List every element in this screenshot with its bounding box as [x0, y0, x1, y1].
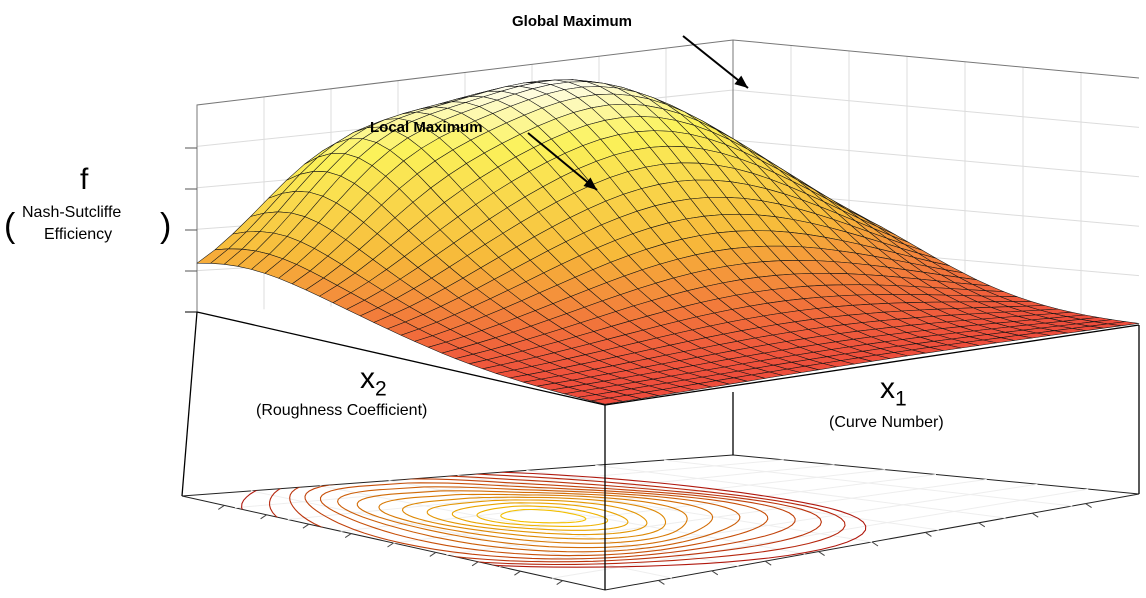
- x1-axis-tick: [658, 579, 665, 585]
- annotation-arrows: [527, 35, 749, 191]
- floor-gridline: [393, 474, 937, 544]
- contour-line: [337, 486, 741, 553]
- x1-axis-tick: [764, 560, 772, 566]
- contour-line: [378, 493, 688, 544]
- x1-axis-tick: [818, 551, 825, 557]
- x1-axis-symbol: x1: [880, 372, 907, 411]
- x1-axis-tick: [1031, 512, 1039, 518]
- x2-axis-name: (Roughness Coefficient): [256, 402, 428, 419]
- x2-axis-tick: [218, 504, 225, 510]
- floor-gridline: [552, 488, 1089, 579]
- f-axis-name-line1: Nash-Sutcliffe: [22, 204, 122, 221]
- contour-line: [426, 499, 648, 536]
- x2-axis-tick: [344, 533, 352, 539]
- floor-gridline: [595, 464, 1006, 519]
- contour-line: [500, 508, 587, 524]
- front-frame: [181, 311, 1140, 590]
- x2-axis-tick: [302, 523, 310, 529]
- x2-axis-tick: [260, 514, 267, 520]
- x2-axis-tick: [387, 542, 394, 548]
- floor-gridline: [499, 483, 1038, 567]
- contour-line: [289, 474, 822, 563]
- surface-mesh: [196, 79, 1140, 405]
- floor-plane: [181, 454, 1140, 591]
- contour-line: [319, 482, 769, 557]
- x1-axis-tick: [925, 531, 932, 537]
- contour-line: [476, 505, 609, 527]
- x1-axis-name: (Curve Number): [829, 414, 944, 431]
- front-right-edge: [604, 324, 1140, 406]
- surface-patch: [591, 397, 624, 405]
- f-axis-symbol: f: [80, 163, 89, 196]
- front-left-edge: [196, 311, 606, 406]
- x1-axis-tick: [1085, 503, 1092, 509]
- local-maximum-arrow-head: [583, 177, 597, 190]
- x1-axis-tick: [711, 570, 719, 576]
- back-walls-outline: [196, 39, 1140, 312]
- floor-gridline: [446, 478, 987, 556]
- x2-axis-tick: [556, 580, 563, 586]
- x2-axis-tick: [429, 551, 437, 557]
- f-axis-open-paren: (: [4, 207, 16, 245]
- local-maximum-label: Local Maximum: [370, 119, 483, 136]
- f-axis-name-line2: Efficiency: [44, 226, 113, 243]
- x1-axis-subscript: 1: [895, 387, 907, 411]
- contour-line: [451, 502, 629, 531]
- local-maximum-arrow: [527, 132, 598, 191]
- x1-axis-tick: [978, 522, 986, 528]
- x2-axis-symbol: x2: [360, 362, 387, 401]
- global-maximum-label: Global Maximum: [512, 13, 633, 30]
- x2-axis-subscript: 2: [375, 377, 387, 401]
- contour-line: [304, 478, 796, 560]
- global-maximum-arrow-head: [734, 75, 748, 88]
- back-right-wall-gridline: [732, 139, 1140, 178]
- back-right-wall-gridline: [732, 89, 1140, 128]
- f-axis-close-paren: ): [160, 207, 172, 245]
- x2-axis-tick: [514, 570, 521, 576]
- floor-outline: [181, 454, 1140, 591]
- floor-gridline: [664, 459, 1073, 507]
- contour-line: [401, 496, 667, 540]
- left-vertical-edge: [181, 311, 198, 497]
- contour-line: [269, 471, 846, 566]
- contour-line: [356, 490, 714, 549]
- x2-axis-tick: [471, 561, 479, 567]
- x1-axis-tick: [871, 541, 879, 547]
- global-maximum-arrow: [682, 35, 749, 89]
